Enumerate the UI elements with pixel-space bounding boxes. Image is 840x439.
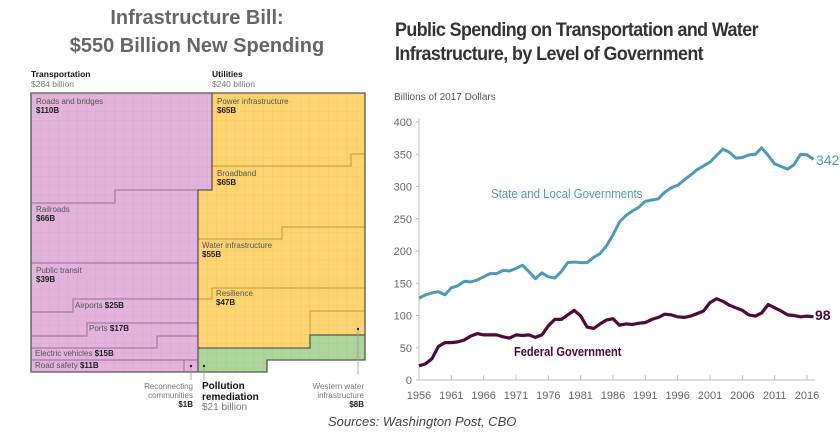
x-tick-label: 1981 [568, 390, 592, 402]
item-safety: Road safety $11B [35, 361, 99, 370]
x-tick-label: 1991 [633, 390, 657, 402]
divider-airports-ports [31, 322, 198, 337]
x-tick-label: 1966 [471, 390, 495, 402]
chart-title-line2: Infrastructure, by Level of Government [395, 44, 704, 65]
y-axis-label: Billions of 2017 Dollars [394, 92, 496, 103]
y-tick-label: 200 [394, 246, 412, 258]
x-tick-label: 1986 [601, 390, 625, 402]
x-tick-label: 1961 [439, 390, 463, 402]
treemap-outline [30, 92, 366, 373]
item-railroads: Railroads $66B [36, 205, 70, 223]
x-tick-label: 1971 [504, 390, 528, 402]
pollution-header: Pollution remediation $21 billion [202, 381, 259, 413]
item-airports: Airports $25B [75, 301, 124, 310]
item-broadband: Broadband $65B [217, 169, 257, 187]
divider-utilities-pollution [198, 334, 365, 349]
item-roads: Roads and bridges $110B [36, 97, 104, 115]
x-tick-label: 2006 [730, 390, 754, 402]
divider-ports-ev [31, 335, 198, 349]
divider-transport-utilities [197, 93, 213, 372]
utilities-header: Utilities $240 billion [212, 69, 256, 89]
end-label-state-local: 342 [816, 152, 840, 168]
item-western: Western water infrastructure $8B [312, 382, 364, 409]
divider-roads-railroads [31, 189, 198, 204]
chart-title-line1: Public Spending on Transportation and Wa… [395, 20, 759, 41]
series-line-state-local [418, 146, 815, 300]
left-title-line1: Infrastructure Bill: [110, 7, 284, 29]
divider-broadband-water [198, 226, 365, 240]
divider-power-broadband [212, 153, 365, 167]
sources-note: Sources: Washington Post, CBO [328, 414, 517, 429]
item-water: Water infrastructure $55B [202, 241, 272, 259]
y-tick-label: 300 [394, 182, 412, 194]
x-tick-label: 1976 [536, 390, 560, 402]
x-tick-label: 1956 [407, 390, 431, 402]
series-label-federal: Federal Government [514, 344, 622, 359]
x-tick-label: 2001 [698, 390, 722, 402]
x-tick-label: 2016 [795, 390, 819, 402]
y-tick-label: 100 [394, 311, 412, 323]
y-tick-label: 250 [394, 214, 412, 226]
y-tick-label: 50 [400, 343, 412, 355]
series-label-state-local: State and Local Governments [491, 186, 643, 201]
left-title-line2: $550 Billion New Spending [69, 35, 325, 57]
transportation-header: Transportation $284 billion [31, 69, 91, 89]
item-ev: Electric vehicles $15B [35, 349, 114, 358]
divider-transit-airports [31, 298, 198, 313]
y-tick-label: 150 [394, 278, 412, 290]
end-label-federal: 98 [815, 307, 831, 323]
series-line-federal [418, 297, 814, 368]
y-tick-label: 0 [406, 375, 412, 387]
divider-water-resilience [198, 287, 365, 300]
item-transit: Public transit $39B [36, 266, 82, 284]
x-tick-label: 1996 [665, 390, 689, 402]
item-ports: Ports $17B [89, 324, 130, 333]
item-reconnecting: Reconnecting communities $1B [144, 382, 193, 409]
x-tick-label: 2011 [763, 390, 787, 402]
y-tick-label: 400 [394, 117, 412, 129]
item-resilience: Resilience $47B [216, 289, 253, 307]
y-tick-label: 350 [394, 149, 412, 161]
item-power: Power infrastructure $65B [217, 97, 289, 115]
divider-resilience-western [309, 310, 365, 335]
